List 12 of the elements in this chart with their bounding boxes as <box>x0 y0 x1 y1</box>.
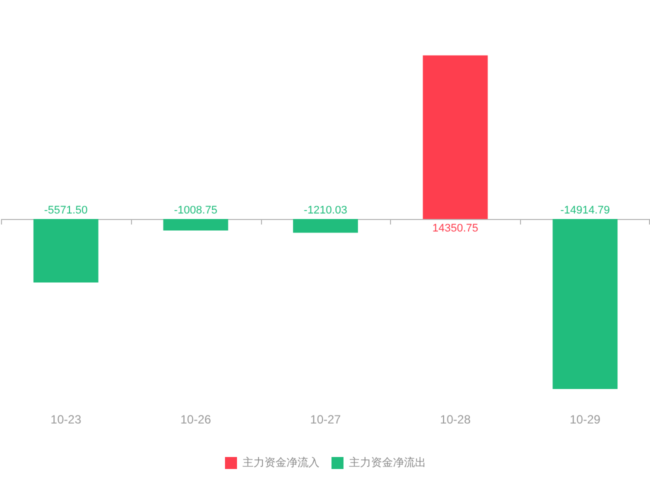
data-label: -14914.79 <box>560 204 610 217</box>
x-tick-label: 10-27 <box>310 412 342 427</box>
x-tick-label: 10-28 <box>440 412 471 427</box>
x-tick-label: 10-23 <box>50 412 82 427</box>
data-label: -5571.50 <box>44 204 88 217</box>
data-label: -1210.03 <box>304 204 348 217</box>
data-label: 14350.75 <box>432 222 478 235</box>
legend-label: 主力资金净流入 <box>242 456 320 470</box>
x-tick-label: 10-26 <box>180 412 212 427</box>
x-tick-label: 10-29 <box>570 412 601 427</box>
data-label: -1008.75 <box>174 204 218 217</box>
legend-label: 主力资金净流出 <box>349 456 426 470</box>
